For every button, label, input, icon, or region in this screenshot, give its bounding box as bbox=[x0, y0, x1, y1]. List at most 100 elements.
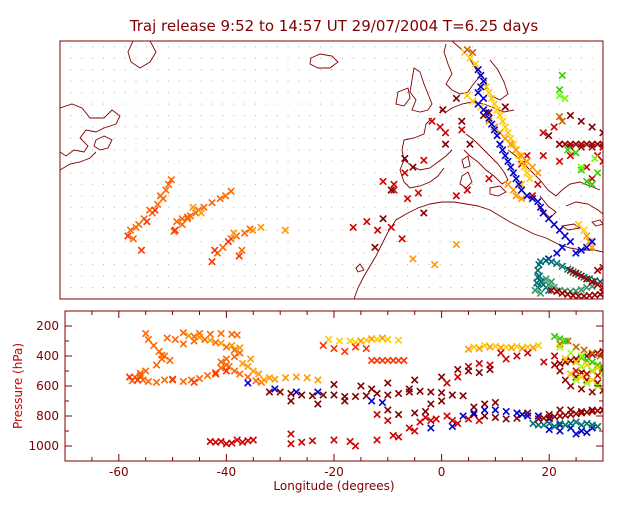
map-point bbox=[523, 169, 531, 177]
grid-dot bbox=[222, 126, 224, 128]
profile-point bbox=[480, 400, 489, 408]
grid-dot bbox=[320, 80, 322, 82]
grid-dot bbox=[287, 69, 289, 71]
grid-dot bbox=[287, 126, 289, 128]
grid-dot bbox=[363, 195, 365, 197]
grid-dot bbox=[276, 287, 278, 289]
map-point bbox=[599, 157, 603, 166]
grid-dot bbox=[504, 149, 506, 151]
profile-point bbox=[502, 355, 510, 363]
grid-dot bbox=[168, 126, 170, 128]
profile-point bbox=[394, 336, 403, 345]
profile-point bbox=[599, 370, 603, 378]
grid-dot bbox=[374, 264, 376, 266]
grid-dot bbox=[439, 275, 441, 277]
grid-dot bbox=[374, 206, 376, 208]
profile-point bbox=[179, 340, 188, 348]
grid-dot bbox=[396, 69, 398, 71]
profile-point bbox=[561, 358, 570, 366]
grid-dot bbox=[548, 126, 550, 128]
grid-dot bbox=[265, 183, 267, 185]
grid-dot bbox=[591, 69, 593, 71]
grid-dot bbox=[493, 241, 495, 243]
grid-dot bbox=[428, 287, 430, 289]
grid-dot bbox=[81, 218, 83, 220]
grid-dot bbox=[385, 195, 387, 197]
grid-dot bbox=[504, 57, 506, 59]
grid-dot bbox=[135, 57, 137, 59]
grid-dot bbox=[178, 103, 180, 105]
grid-dot bbox=[70, 206, 72, 208]
grid-dot bbox=[320, 137, 322, 139]
grid-dot bbox=[70, 69, 72, 71]
grid-dot bbox=[254, 69, 256, 71]
profile-point bbox=[453, 419, 462, 428]
grid-dot bbox=[276, 241, 278, 243]
grid-dot bbox=[276, 252, 278, 254]
grid-dot bbox=[396, 275, 398, 277]
map-point bbox=[588, 278, 596, 286]
grid-dot bbox=[189, 172, 191, 174]
grid-dot bbox=[135, 69, 137, 71]
profile-point bbox=[373, 410, 381, 419]
grid-dot bbox=[200, 80, 202, 82]
grid-dot bbox=[244, 183, 246, 185]
grid-dot bbox=[211, 137, 213, 139]
grid-dot bbox=[548, 46, 550, 48]
profile-point bbox=[373, 335, 381, 344]
grid-dot bbox=[168, 229, 170, 231]
grid-dot bbox=[81, 264, 83, 266]
grid-dot bbox=[298, 206, 300, 208]
map-point bbox=[523, 192, 531, 200]
profile-point bbox=[416, 387, 424, 396]
grid-dot bbox=[591, 103, 593, 105]
grid-dot bbox=[559, 57, 561, 59]
grid-dot bbox=[70, 80, 72, 82]
profile-point bbox=[513, 352, 521, 360]
grid-dot bbox=[81, 57, 83, 59]
grid-dot bbox=[320, 229, 322, 231]
grid-dot bbox=[483, 218, 485, 220]
map-point bbox=[588, 237, 596, 246]
profile-point bbox=[217, 358, 225, 366]
grid-dot bbox=[591, 206, 593, 208]
grid-dot bbox=[222, 137, 224, 139]
grid-dot bbox=[428, 69, 430, 71]
coast-canada-north bbox=[60, 103, 121, 157]
map-point bbox=[474, 100, 482, 108]
map-point bbox=[257, 223, 265, 232]
grid-dot bbox=[515, 115, 517, 117]
grid-dot bbox=[374, 149, 376, 151]
grid-dot bbox=[276, 69, 278, 71]
map-point bbox=[539, 209, 548, 217]
grid-dot bbox=[396, 218, 398, 220]
map-point bbox=[582, 283, 591, 292]
map-point bbox=[501, 103, 510, 111]
grid-dot bbox=[352, 241, 354, 243]
grid-dot bbox=[559, 275, 561, 277]
profile-point bbox=[297, 438, 306, 447]
grid-dot bbox=[276, 183, 278, 185]
grid-dot bbox=[548, 252, 550, 254]
grid-dot bbox=[113, 46, 115, 48]
map-point bbox=[485, 88, 493, 97]
grid-dot bbox=[168, 264, 170, 266]
grid-dot bbox=[81, 80, 83, 82]
grid-dot bbox=[569, 195, 571, 197]
grid-dot bbox=[233, 92, 235, 94]
grid-dot bbox=[450, 80, 452, 82]
grid-dot bbox=[244, 103, 246, 105]
grid-dot bbox=[580, 218, 582, 220]
grid-dot bbox=[168, 137, 170, 139]
map-point bbox=[566, 237, 575, 246]
map-point bbox=[137, 246, 146, 255]
profile-point bbox=[491, 406, 500, 414]
profile-point bbox=[195, 374, 204, 383]
coast-newfoundland bbox=[93, 135, 113, 151]
profile-point bbox=[351, 343, 360, 351]
map-point bbox=[162, 186, 170, 194]
grid-dot bbox=[222, 69, 224, 71]
grid-dot bbox=[461, 149, 463, 151]
grid-dot bbox=[559, 241, 561, 243]
grid-dot bbox=[135, 103, 137, 105]
